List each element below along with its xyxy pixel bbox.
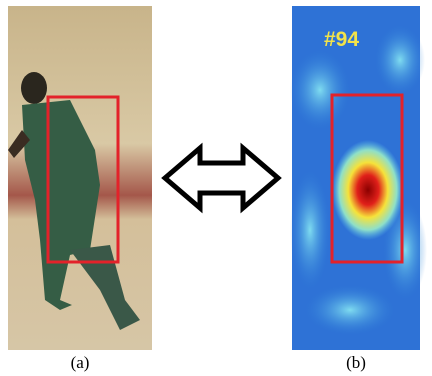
double-arrow (165, 148, 278, 208)
frame-label: #94 (324, 28, 359, 51)
figure: #94 (a) (b) (0, 0, 432, 376)
caption: (b) (346, 353, 366, 372)
photo-panel (8, 6, 152, 350)
caption: (a) (71, 353, 90, 372)
heatmap-panel: #94 (290, 6, 427, 350)
